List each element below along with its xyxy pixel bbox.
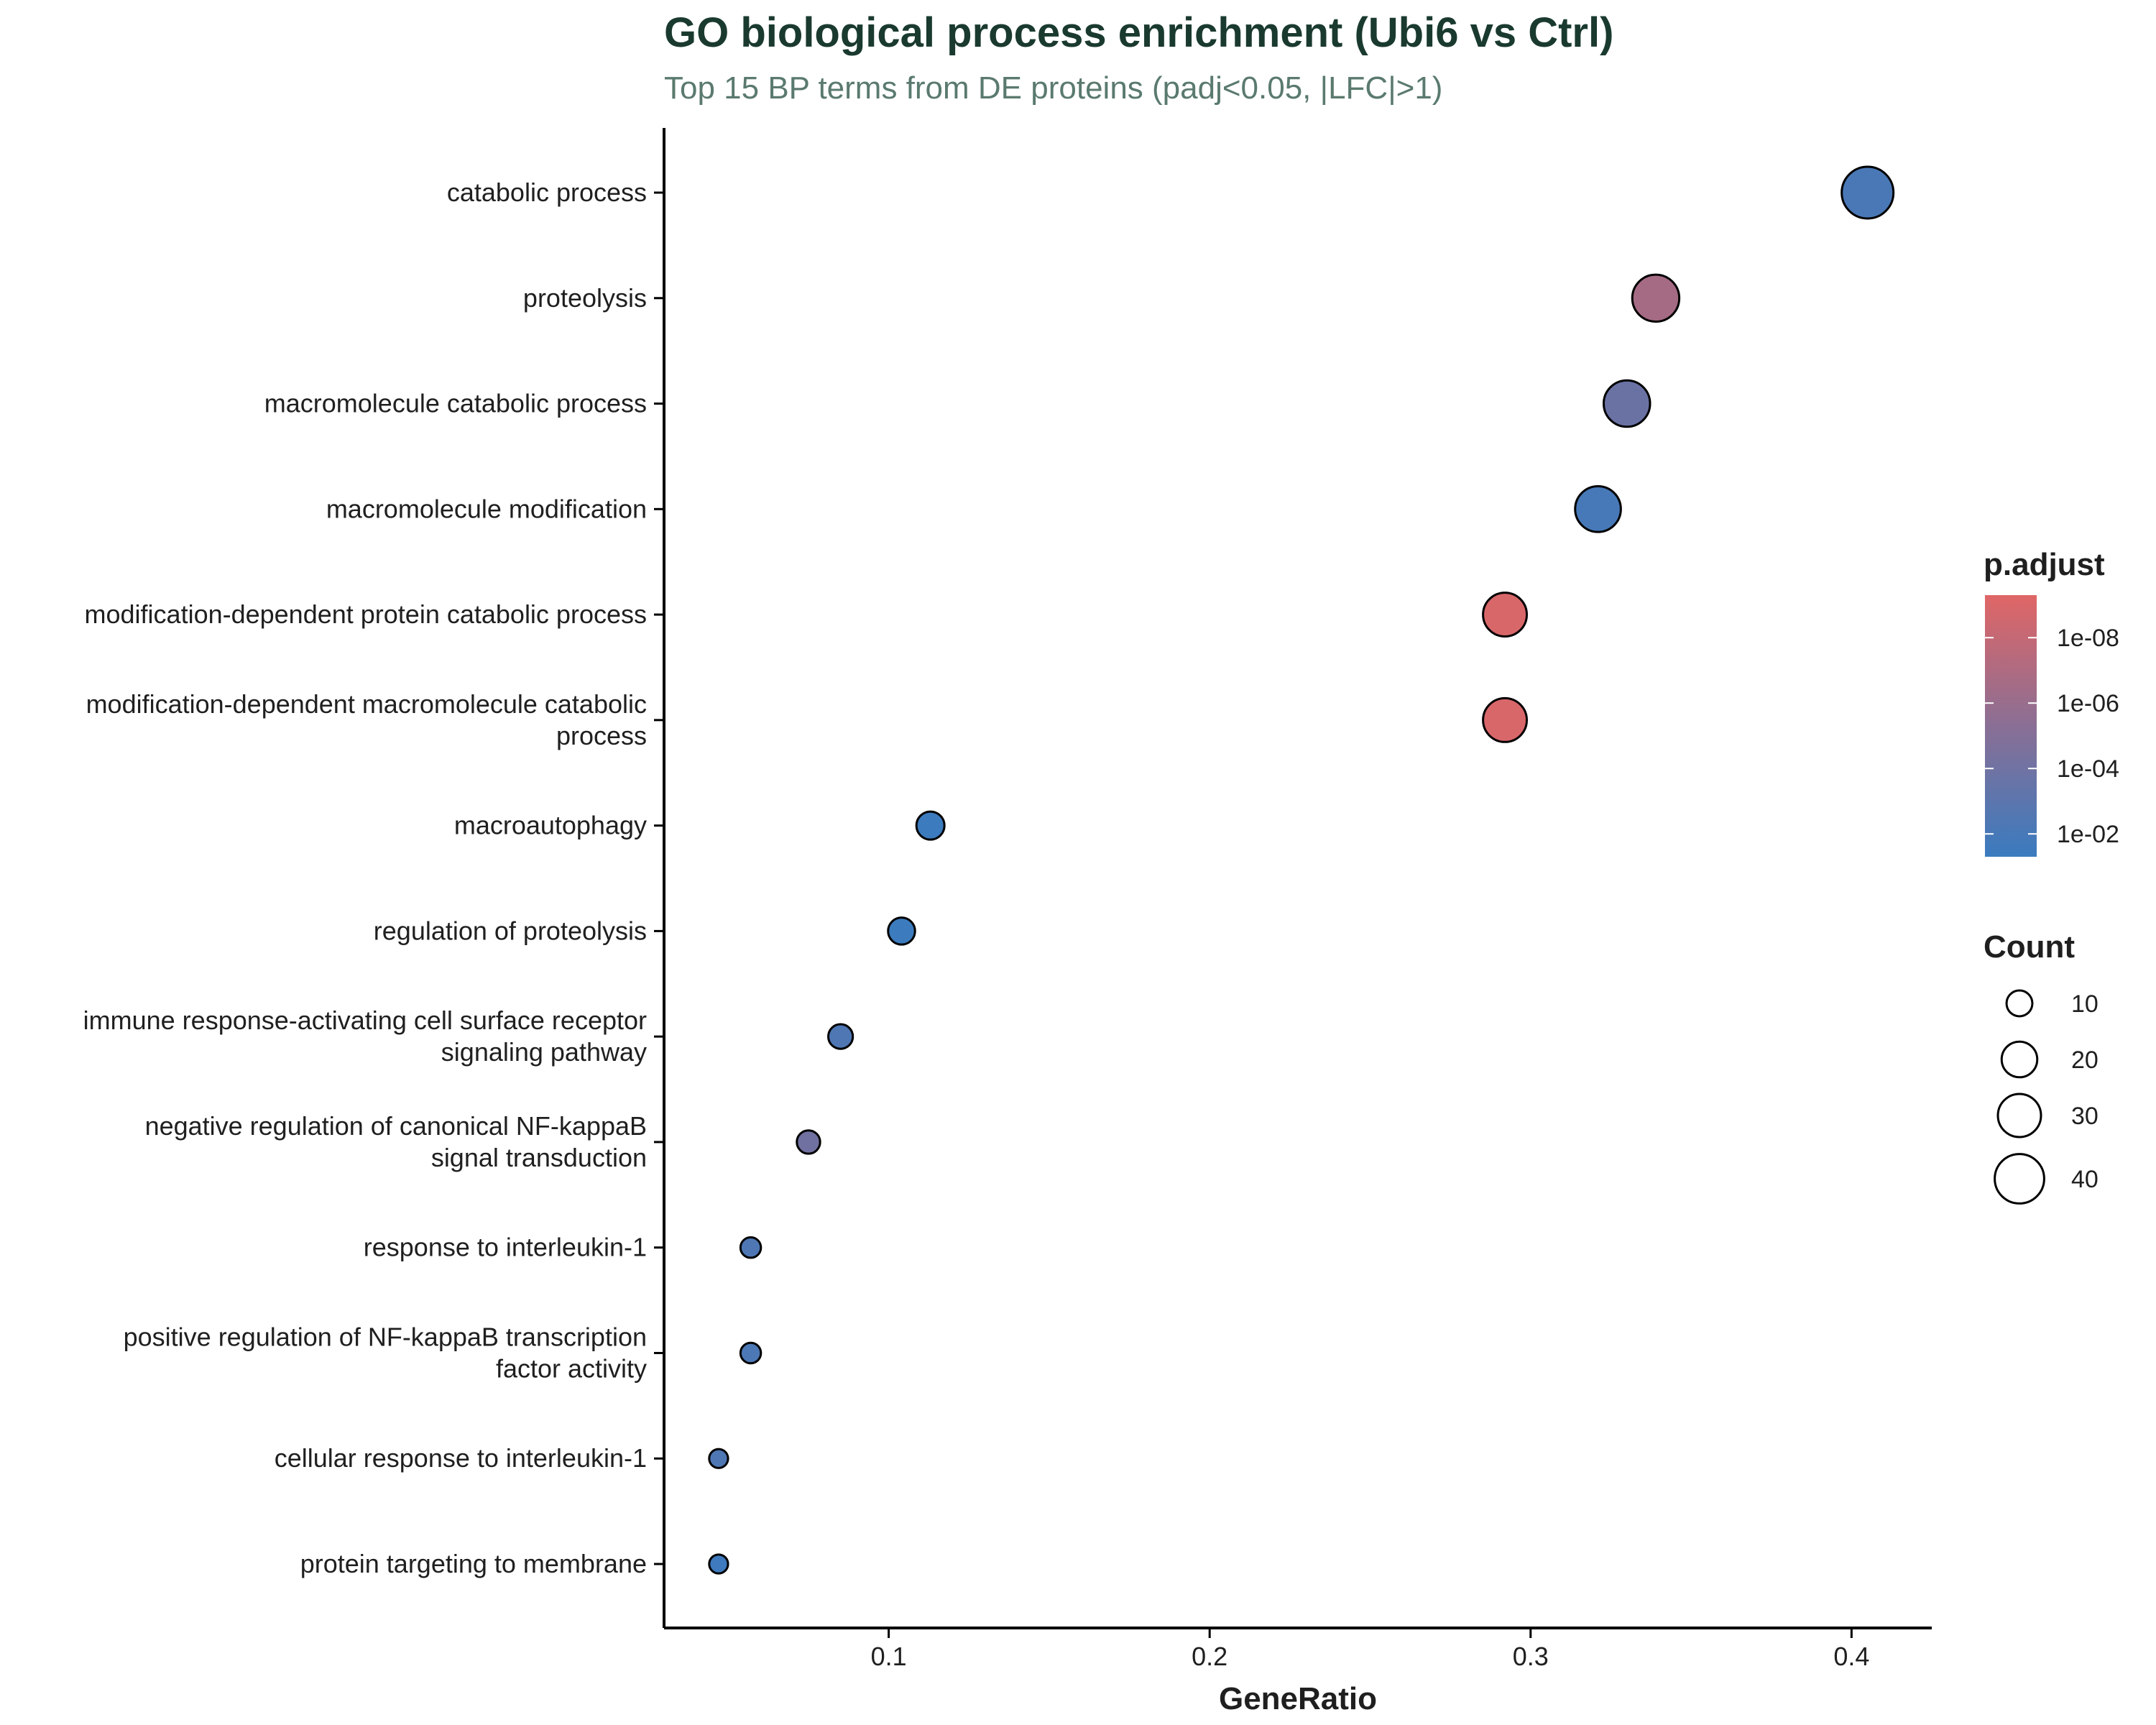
y-tick-label: positive regulation of NF-kappaB transcr… — [124, 1322, 647, 1351]
y-tick-label: modification-dependent protein catabolic… — [85, 599, 647, 629]
size-legend-label: 30 — [2071, 1103, 2099, 1130]
color-legend-label: 1e-06 — [2057, 690, 2119, 717]
y-tick-label: signaling pathway — [441, 1037, 647, 1067]
size-legend-key — [2000, 1040, 2039, 1079]
color-legend-title: p.adjust — [1984, 547, 2105, 582]
data-point — [708, 1448, 729, 1469]
y-tick-label: macroautophagy — [454, 811, 647, 840]
data-point — [1482, 696, 1528, 743]
legend: p.adjust 1e-08 1e-06 1e-04 1e-02 Count 10 20 30 4… — [1984, 547, 2119, 1205]
size-legend-title: Count — [1984, 929, 2075, 965]
data-point — [1841, 165, 1895, 220]
chart-subtitle: Top 15 BP terms from DE proteins (padj<0… — [664, 70, 1443, 106]
axes: 0.1 0.2 0.3 0.4 GeneRatio catabolic process pr… — [83, 128, 1932, 1716]
y-tick-label: process — [556, 721, 647, 750]
x-tick-label: 0.1 — [871, 1642, 907, 1671]
data-point — [796, 1129, 821, 1155]
y-tick-label: regulation of proteolysis — [374, 916, 647, 945]
data-point — [827, 1023, 854, 1050]
color-legend-bar — [1985, 595, 2037, 857]
color-legend-label: 1e-02 — [2057, 821, 2119, 848]
data-point — [739, 1341, 763, 1365]
data-point — [1482, 592, 1528, 638]
data-point — [1574, 484, 1622, 533]
y-tick-label: signal transduction — [431, 1143, 647, 1172]
size-legend-key — [1996, 1092, 2042, 1138]
y-tick-label: protein targeting to membrane — [300, 1549, 647, 1578]
data-point — [1631, 273, 1681, 323]
y-tick-label: proteolysis — [523, 283, 647, 313]
x-axis-title: GeneRatio — [1219, 1681, 1377, 1716]
color-legend-label: 1e-08 — [2057, 625, 2119, 652]
y-tick-label: negative regulation of canonical NF-kapp… — [145, 1111, 647, 1141]
data-point — [1602, 379, 1651, 428]
y-tick-label: macromolecule modification — [326, 494, 647, 523]
x-tick-label: 0.2 — [1192, 1642, 1227, 1671]
data-point — [915, 810, 946, 841]
x-tick-label: 0.3 — [1513, 1642, 1549, 1671]
size-legend-key — [1994, 1153, 2045, 1205]
size-legend-label: 40 — [2071, 1166, 2099, 1193]
size-legend-label: 10 — [2071, 990, 2099, 1018]
y-tick-label: modification-dependent macromolecule cat… — [86, 689, 647, 719]
x-tick-label: 0.4 — [1833, 1642, 1869, 1671]
size-legend-key — [2005, 989, 2034, 1018]
data-point — [739, 1236, 763, 1259]
y-tick-label: response to interleukin-1 — [364, 1233, 647, 1262]
size-legend-label: 20 — [2071, 1046, 2099, 1074]
points — [708, 165, 1895, 1575]
y-tick-label: factor activity — [496, 1353, 647, 1383]
y-tick-label: cellular response to interleukin-1 — [275, 1443, 647, 1473]
y-tick-label: immune response-activating cell surface … — [83, 1006, 647, 1035]
chart-title: GO biological process enrichment (Ubi6 v… — [664, 9, 1614, 56]
y-tick-label: catabolic process — [447, 178, 647, 207]
y-tick-label: macromolecule catabolic process — [264, 389, 647, 418]
color-legend-label: 1e-04 — [2057, 755, 2119, 783]
data-point — [708, 1553, 729, 1575]
data-point — [887, 916, 916, 946]
